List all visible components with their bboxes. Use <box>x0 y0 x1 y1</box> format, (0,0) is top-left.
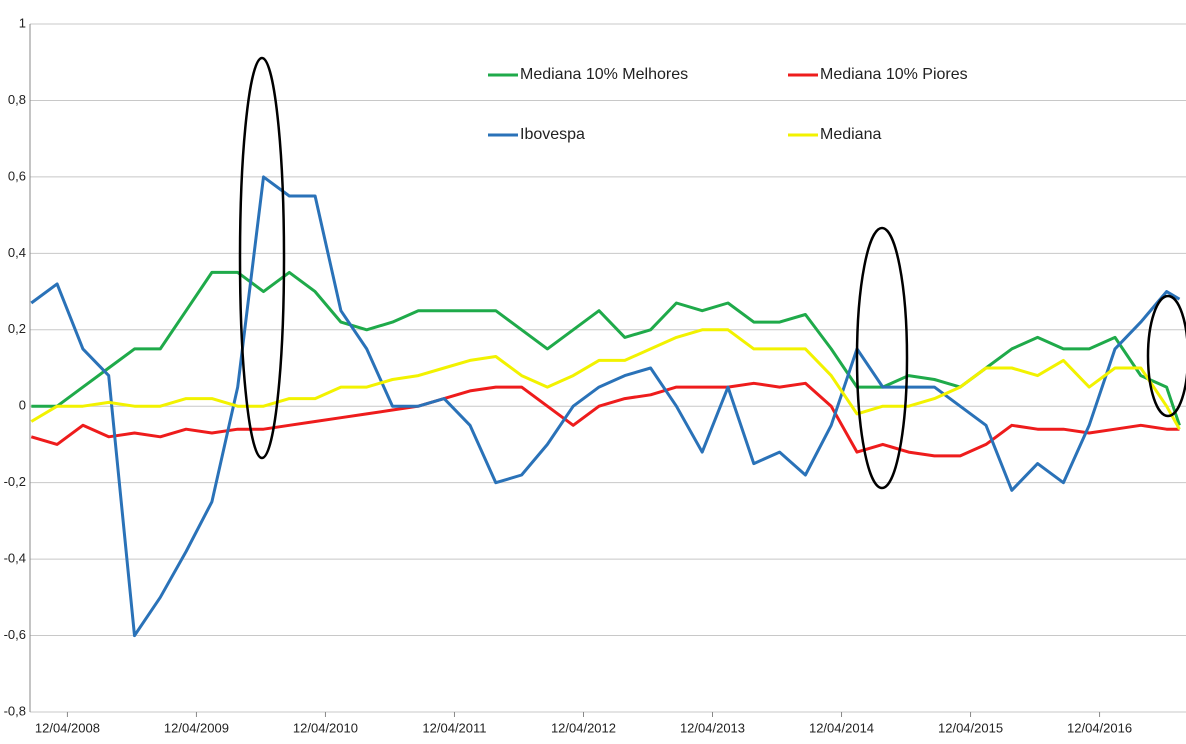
grid: -0,8 -0,6 -0,4 -0,2 0 0,2 0,4 0,6 0,8 1 12/04/2008… <box>4 15 1186 735</box>
legend-label: Mediana 10% Melhores <box>520 66 688 83</box>
x-tick-label: 12/04/2012 <box>551 720 616 735</box>
x-tick-label: 12/04/2013 <box>680 720 745 735</box>
x-tick-label: 12/04/2009 <box>164 720 229 735</box>
highlight-ellipse <box>238 56 286 460</box>
y-tick-label: 0,8 <box>8 92 26 107</box>
series-line <box>30 175 1181 638</box>
y-tick-label: -0,2 <box>4 474 26 489</box>
legend-label: Mediana 10% Piores <box>820 66 968 83</box>
series-line <box>30 328 1181 430</box>
lines <box>30 175 1181 638</box>
highlight-ellipse <box>855 226 909 490</box>
y-tick-label: 0,6 <box>8 168 26 183</box>
series-line <box>31 270 1181 426</box>
y-tick-label: 0 <box>19 398 26 413</box>
series-line <box>30 381 1180 458</box>
y-tick-label: 0,4 <box>8 245 26 260</box>
x-tick-label: 12/04/2010 <box>293 720 358 735</box>
legend-label: Ibovespa <box>520 126 585 143</box>
y-tick-label: -0,4 <box>4 551 26 566</box>
y-tick-label: -0,8 <box>4 703 26 718</box>
x-tick-label: 12/04/2011 <box>422 720 486 735</box>
legend: Mediana 10% Melhores Mediana 10% Piores Ib… <box>488 66 968 143</box>
legend-label: Mediana <box>820 126 881 143</box>
x-tick-label: 12/04/2014 <box>809 720 874 735</box>
y-tick-label: 1 <box>19 15 26 30</box>
y-tick-label: -0,6 <box>4 627 26 642</box>
x-tick-label: 12/04/2008 <box>35 720 100 735</box>
x-tick-label: 12/04/2015 <box>938 720 1003 735</box>
x-tick-label: 12/04/2016 <box>1067 720 1132 735</box>
y-tick-label: 0,2 <box>8 321 26 336</box>
highlight-ellipse <box>1146 294 1186 418</box>
